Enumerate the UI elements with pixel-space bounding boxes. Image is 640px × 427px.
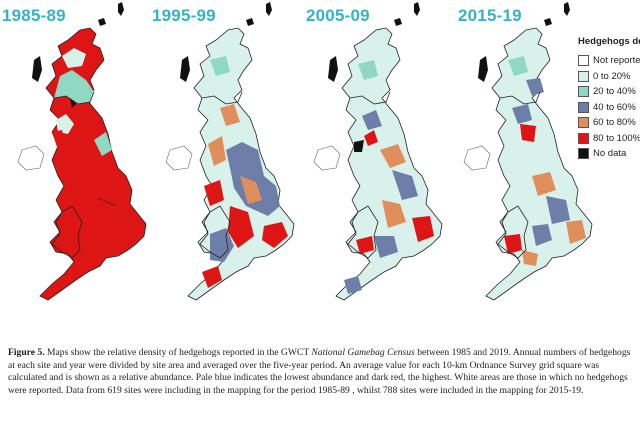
legend-item-no-data: No data — [578, 146, 640, 162]
caption-text-1: Maps show the relative density of hedgeh… — [44, 347, 312, 358]
map-panel-1985-89 — [17, 2, 147, 301]
legend-swatch — [578, 55, 589, 67]
panel-title-2015-19: 2015-19 — [458, 6, 522, 25]
legend-item-0-20: 0 to 20% — [578, 69, 640, 85]
maps-area — [17, 2, 593, 301]
caption-label: Figure 5. — [8, 347, 45, 358]
legend-item-60-80: 60 to 80% — [578, 115, 640, 131]
legend-title: Hedgehogs density — [578, 36, 640, 47]
legend-label: Not reported — [593, 55, 640, 67]
legend-swatch — [578, 101, 589, 113]
legend-item-not-reported: Not reported — [578, 53, 640, 69]
map-panel-1995-99 — [165, 2, 295, 301]
legend-swatch — [578, 132, 589, 144]
map-panel-2015-19 — [463, 2, 593, 301]
legend-label: 40 to 60% — [593, 101, 636, 113]
legend-swatch — [578, 70, 589, 82]
legend-swatch — [578, 117, 589, 129]
legend-label: 80 to 100% — [593, 132, 640, 144]
legend-swatch — [578, 148, 589, 160]
map-panel-2005-09 — [313, 2, 443, 301]
panel-title-1985-89: 1985-89 — [2, 6, 66, 25]
caption-text-2: between 1985 and 2019. Annual numbers of… — [8, 347, 631, 396]
legend-label: No data — [593, 148, 627, 160]
legend-swatch — [578, 86, 589, 98]
legend-label: 60 to 80% — [593, 117, 636, 129]
density-legend: Hedgehogs density Not reported 0 to 20% … — [578, 36, 640, 162]
figure-caption: Figure 5. Maps show the relative density… — [8, 347, 636, 397]
legend-item-80-100: 80 to 100% — [578, 131, 640, 147]
legend-item-20-40: 20 to 40% — [578, 84, 640, 100]
legend-label: 0 to 20% — [593, 70, 631, 82]
caption-italic: National Gamebag Census — [311, 347, 415, 358]
legend-label: 20 to 40% — [593, 86, 636, 98]
panel-title-2005-09: 2005-09 — [306, 6, 370, 25]
legend-item-40-60: 40 to 60% — [578, 100, 640, 116]
panel-title-1995-99: 1995-99 — [152, 6, 216, 25]
